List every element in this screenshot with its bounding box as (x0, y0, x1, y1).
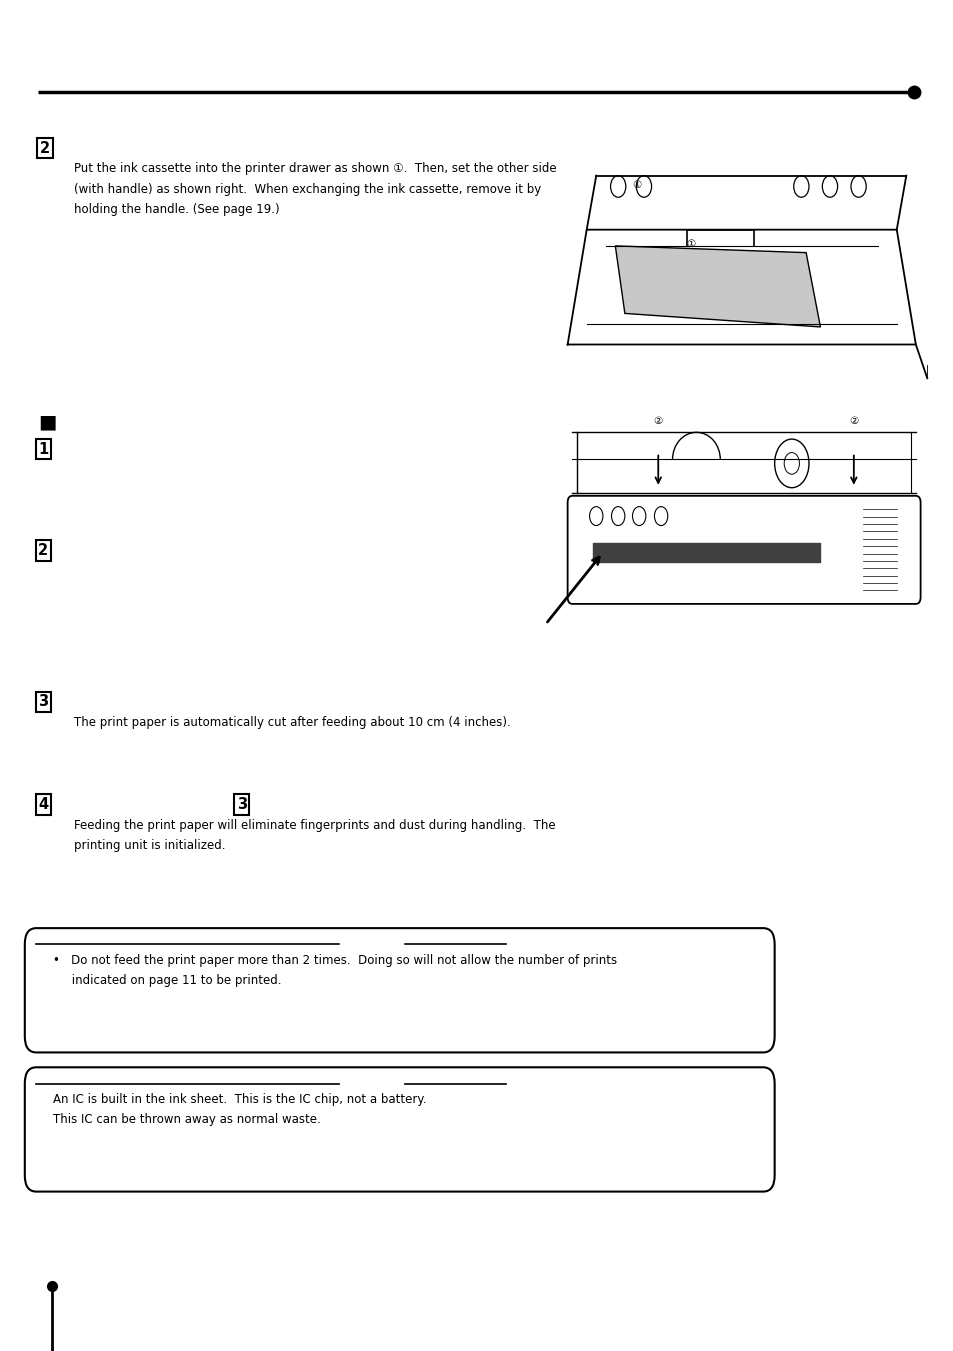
Text: ■: ■ (38, 412, 56, 431)
Text: An IC is built in the ink sheet.  This is the IC chip, not a battery.
This IC ca: An IC is built in the ink sheet. This is… (53, 1093, 427, 1125)
Text: ①: ① (685, 239, 695, 249)
Text: 4: 4 (38, 797, 49, 812)
Text: ②: ② (653, 416, 662, 426)
Polygon shape (615, 246, 820, 327)
Text: The print paper is automatically cut after feeding about 10 cm (4 inches).: The print paper is automatically cut aft… (74, 716, 511, 730)
FancyBboxPatch shape (25, 928, 774, 1052)
FancyBboxPatch shape (25, 1067, 774, 1192)
Text: •   Do not feed the print paper more than 2 times.  Doing so will not allow the : • Do not feed the print paper more than … (53, 954, 617, 986)
Text: 2: 2 (40, 141, 51, 155)
Text: Put the ink cassette into the printer drawer as shown ①.  Then, set the other si: Put the ink cassette into the printer dr… (74, 162, 557, 216)
Circle shape (882, 550, 901, 577)
Text: ②: ② (848, 416, 858, 426)
Text: 2: 2 (38, 543, 49, 558)
Text: 3: 3 (38, 694, 49, 709)
Text: Feeding the print paper will eliminate fingerprints and dust during handling.  T: Feeding the print paper will eliminate f… (74, 819, 556, 852)
Text: ①: ① (632, 180, 641, 189)
Text: 1: 1 (38, 442, 49, 457)
FancyBboxPatch shape (567, 496, 920, 604)
Text: 3: 3 (236, 797, 247, 812)
